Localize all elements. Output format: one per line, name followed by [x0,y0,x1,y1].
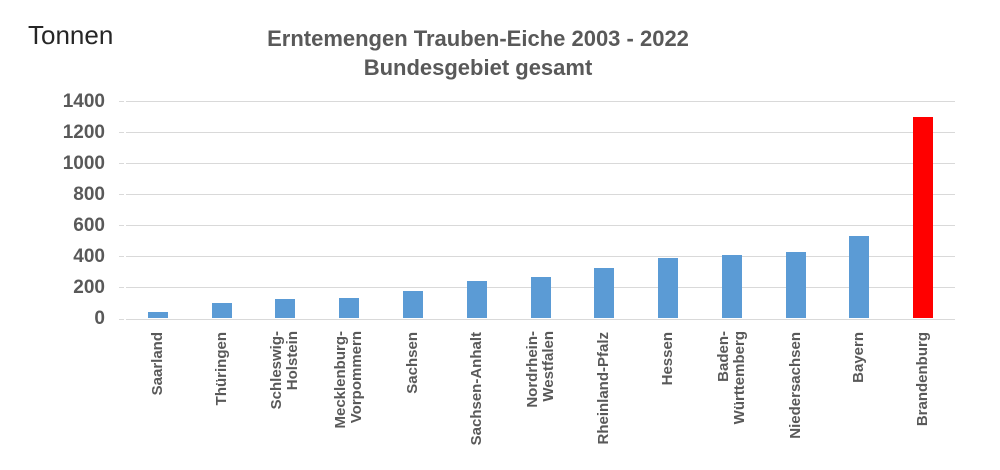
x-category-label-bayern: Bayern [850,332,868,383]
x-category-label-sachsen-anhalt: Sachsen-Anhalt [467,332,485,446]
x-category-label-saarland: Saarland [148,332,166,396]
bar-saarland [147,312,168,319]
gridline-0 [126,318,955,320]
gridline-800 [126,194,955,196]
y-tick-label-800: 800 [73,183,105,205]
y-tick-mark [119,163,124,165]
bar-sachsen-anhalt [466,281,487,319]
y-tick-label-400: 400 [73,245,105,267]
chart-title-line1: Erntemengen Trauben-Eiche 2003 - 2022 [267,26,689,51]
x-category-label-nordrhein--westfalen: Nordrhein- Westfalen [523,331,557,408]
gridline-400 [126,256,955,258]
gridline-1000 [126,163,955,165]
x-category-label-baden--württemberg: Baden- Württemberg [714,331,748,425]
x-category-label-sachsen: Sachsen [403,332,421,394]
y-tick-mark [119,318,124,320]
gridline-600 [126,225,955,227]
y-tick-label-1200: 1200 [62,121,105,143]
y-axis-unit-label: Tonnen [28,20,114,50]
y-tick-label-200: 200 [73,276,105,298]
x-category-label-mecklenburg--vorpommern: Mecklenburg- Vorpommern [332,331,366,429]
bar-thüringen [211,303,232,319]
x-category-label-thüringen: Thüringen [212,332,230,406]
bar-schleswig--holstein [275,299,296,319]
x-category-label-brandenburg: Brandenburg [914,332,932,427]
y-tick-mark [119,101,124,102]
gridline-1400 [126,101,955,102]
bar-niedersachsen [785,251,806,319]
bar-bayern [849,236,870,319]
bar-sachsen [402,290,423,319]
bar-rheinland-pfalz [594,267,615,319]
x-category-label-hessen: Hessen [659,332,677,386]
y-tick-label-1400: 1400 [62,90,105,112]
y-tick-mark [119,132,124,134]
chart-title: Erntemengen Trauben-Eiche 2003 - 2022 Bu… [150,24,806,82]
x-category-label-schleswig--holstein: Schleswig- Holstein [268,331,302,410]
bar-mecklenburg--vorpommern [339,298,360,319]
y-tick-mark [119,287,124,289]
x-category-label-wrap: Brandenburg [914,331,1000,426]
gridline-1200 [126,132,955,134]
bar-baden--württemberg [721,254,742,319]
x-category-label-rheinland-pfalz: Rheinland-Pfalz [595,332,613,445]
bar-hessen [658,257,679,319]
y-tick-label-0: 0 [94,308,105,329]
y-tick-mark [119,225,124,227]
y-tick-mark [119,194,124,196]
y-tick-label-1000: 1000 [62,152,105,174]
y-tick-mark [119,256,124,258]
chart-title-line2: Bundesgebiet gesamt [363,55,593,80]
x-category-label-niedersachsen: Niedersachsen [786,332,804,439]
bar-nordrhein--westfalen [530,277,551,319]
bar-brandenburg [913,116,934,319]
y-tick-label-600: 600 [73,214,105,236]
